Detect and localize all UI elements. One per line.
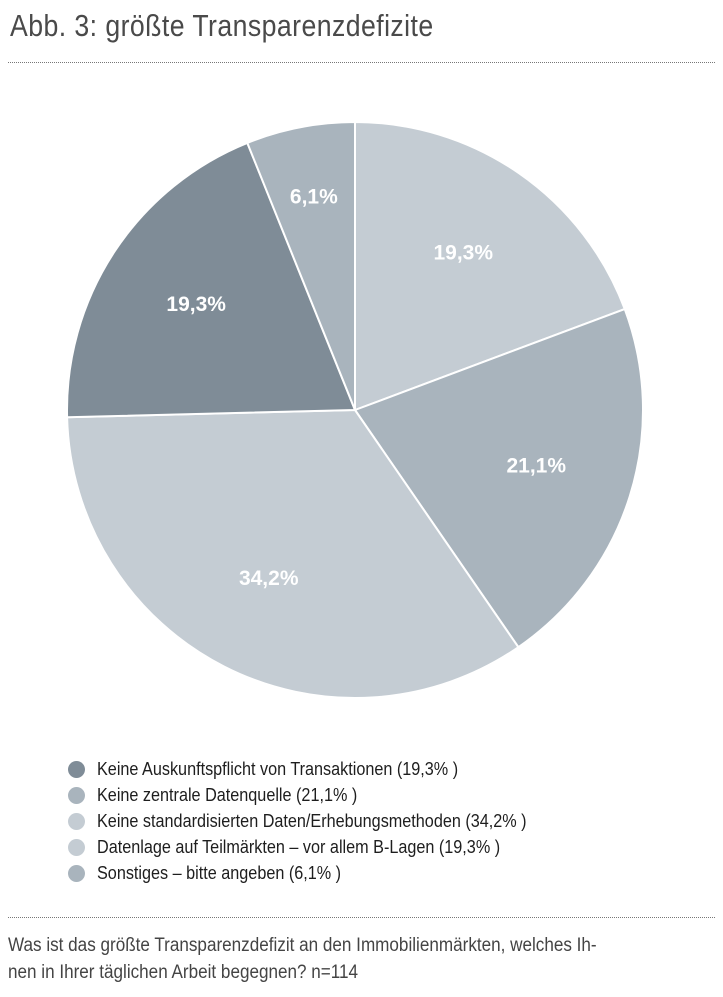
legend-swatch [68,760,85,778]
legend-swatch [68,812,85,830]
pie-slices [66,120,644,699]
pie-slice-3 [66,141,357,419]
legend-label: Keine zentrale Datenquelle (21,1% ) [97,784,358,805]
legend-item: Sonstiges – bitte angeben (6,1% ) [68,860,574,886]
footnote: Was ist das größte Transparenzdefizit an… [8,932,692,986]
legend-item: Keine standardisierten Daten/Erhebungsme… [68,808,574,834]
footnote-line-1: Was ist das größte Transparenzdefizit an… [8,935,597,956]
legend-label: Datenlage auf Teilmärkten – vor allem B-… [97,836,501,857]
pie-slice-1 [353,307,644,649]
pie-slice-2 [66,408,520,699]
pie-label-0: 19,3% [433,241,493,264]
legend-item: Keine Auskunftspflicht von Transaktionen… [68,756,574,782]
pie-label-3: 19,3% [166,293,226,316]
legend-label: Keine standardisierten Daten/Erhebungsme… [97,810,527,831]
legend-item: Datenlage auf Teilmärkten – vor allem B-… [68,834,574,860]
pie-slice-0 [354,120,627,412]
legend-label: Sonstiges – bitte angeben (6,1% ) [97,862,342,883]
pie-label-2: 34,2% [239,567,299,590]
page-title: Abb. 3: größte Transparenzdefizite [10,8,434,43]
pie-label-1: 21,1% [506,455,566,478]
pie-chart: 19,3% 21,1% 34,2% 19,3% 6,1% [66,120,644,699]
bottom-divider [8,917,715,918]
legend-label: Keine Auskunftspflicht von Transaktionen… [97,758,459,779]
chart-legend: Keine Auskunftspflicht von Transaktionen… [68,756,574,886]
legend-swatch [68,786,85,804]
footnote-line-2: nen in Ihrer täglichen Arbeit begegnen? … [8,962,359,983]
legend-item: Keine zentrale Datenquelle (21,1% ) [68,782,574,808]
legend-swatch [68,838,85,856]
pie-labels: 19,3% 21,1% 34,2% 19,3% 6,1% [166,186,566,590]
pie-slice-4 [245,120,356,411]
legend-swatch [68,864,85,882]
top-divider [8,62,715,63]
pie-label-4: 6,1% [290,186,338,209]
